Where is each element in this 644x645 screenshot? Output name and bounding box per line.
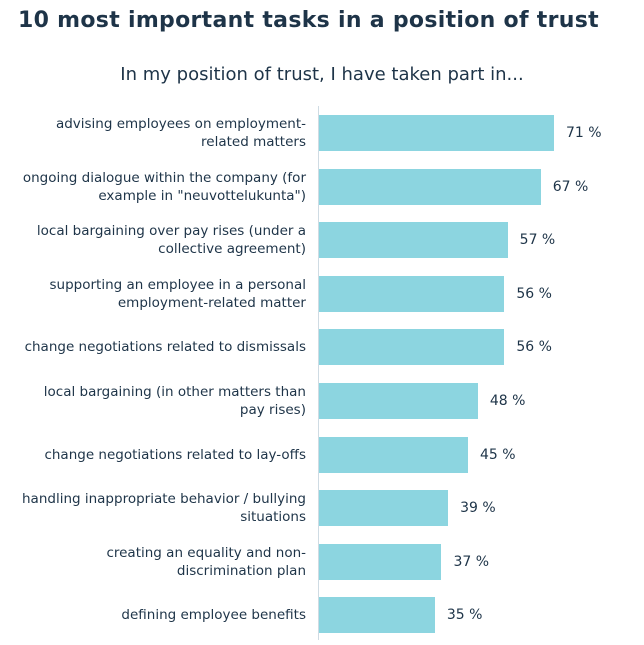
chart-subtitle: In my position of trust, I have taken pa… — [120, 64, 524, 85]
bar-row: creating an equality and non-discriminat… — [0, 535, 644, 589]
category-label: creating an equality and non-discriminat… — [106, 544, 306, 579]
data-label: 71 % — [566, 125, 602, 141]
category-axis-line — [318, 106, 319, 640]
data-label: 57 % — [519, 232, 556, 249]
category-label: handling inappropriate behavior / bullyi… — [21, 491, 306, 526]
category-label: change negotiations related to dismissal… — [24, 339, 306, 356]
data-label: 56 % — [516, 285, 552, 302]
bar-row: advising employees on employment-related… — [0, 106, 644, 160]
bar — [319, 383, 478, 419]
bar-row: local bargaining (in other matters than … — [0, 374, 644, 428]
category-label: local bargaining (in other matters than … — [43, 384, 306, 418]
category-label: supporting an employee in a personal emp… — [49, 276, 306, 311]
bar — [319, 543, 442, 580]
bar — [319, 329, 505, 366]
bar — [319, 275, 505, 312]
bar-row: change negotiations related to lay-offs 4… — [0, 428, 644, 482]
category-label: ongoing dialogue within the company (for… — [22, 169, 306, 204]
category-label: local bargaining over pay rises (under a… — [36, 223, 306, 258]
category-label: advising employees on employment-related… — [55, 116, 306, 150]
data-label: 56 % — [516, 339, 552, 356]
bar-row: supporting an employee in a personal emp… — [0, 267, 644, 321]
data-label: 39 % — [460, 500, 496, 517]
chart-title: 10 most important tasks in a position of… — [18, 8, 599, 33]
category-label: defining employee benefits — [121, 607, 306, 624]
data-label: 37 % — [453, 553, 490, 570]
data-label: 45 % — [479, 446, 516, 463]
bar-row: ongoing dialogue within the company (for… — [0, 160, 644, 214]
bar — [319, 168, 541, 205]
data-label: 67 % — [552, 178, 589, 195]
category-label: change negotiations related to lay-offs — [44, 446, 306, 463]
bar-row: change negotiations related to dismissal… — [0, 320, 644, 374]
bar — [319, 115, 554, 151]
bar — [319, 597, 435, 634]
bar — [319, 436, 468, 473]
data-label: 35 % — [446, 607, 483, 624]
bar — [319, 222, 508, 259]
data-label: 48 % — [489, 393, 526, 409]
bar — [319, 490, 449, 527]
bar-row: handling inappropriate behavior / bullyi… — [0, 481, 644, 535]
bar-row: defining employee benefits 35 % — [0, 588, 644, 642]
bar-row: local bargaining over pay rises (under a… — [0, 213, 644, 267]
